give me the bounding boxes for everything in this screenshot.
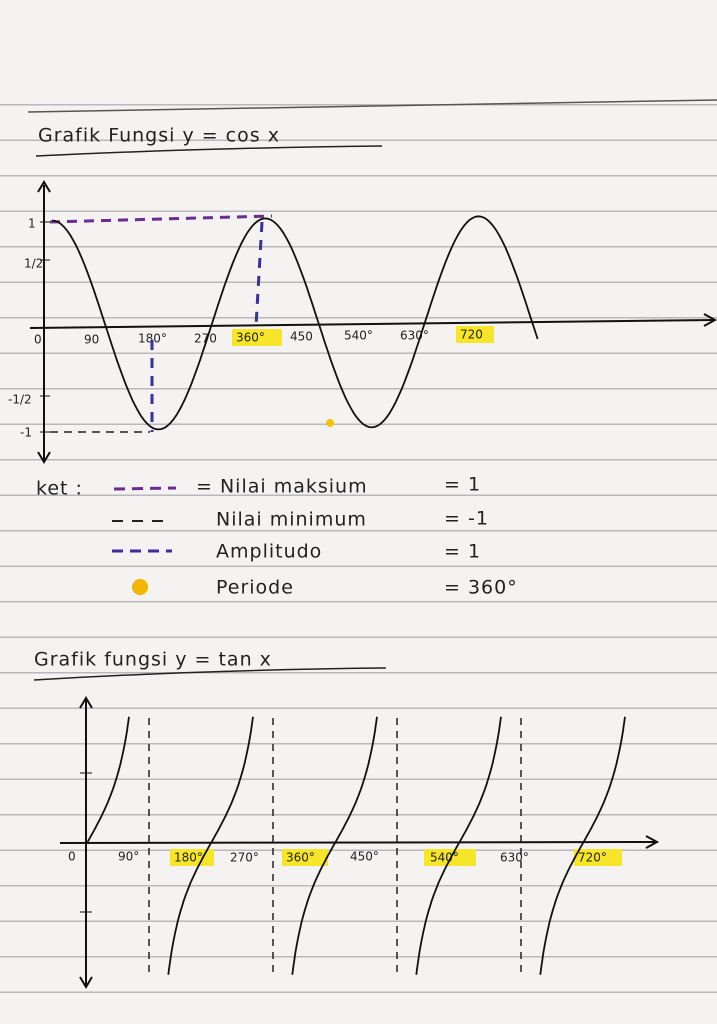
underline: [33, 667, 387, 681]
x-tick-label: 540°: [430, 851, 459, 865]
x-tick-label: 180°: [174, 851, 203, 865]
legend-label: Nilai minimum: [216, 509, 367, 531]
title: Grafik Fungsi y = cos x: [38, 125, 280, 147]
underline: [35, 145, 383, 157]
top-rule: [27, 99, 717, 113]
cos-curve: [51, 215, 539, 431]
legend-key: [113, 486, 177, 491]
highlight: [574, 849, 622, 866]
highlight: [282, 849, 328, 866]
x-tick-label: 270°: [230, 851, 259, 865]
highlight: [170, 849, 214, 866]
y-tick-label: 1: [28, 217, 36, 231]
legend-value: = -1: [444, 508, 489, 530]
x-tick-label: 0: [34, 333, 42, 347]
dot: [326, 419, 334, 427]
x-tick-label: 450°: [350, 850, 379, 864]
x-axis: [29, 319, 715, 329]
highlight: [232, 329, 282, 346]
x-tick-label: 90: [84, 333, 99, 347]
legend-value: = 360°: [444, 577, 518, 599]
x-axis: [59, 841, 657, 844]
arrow: [37, 451, 51, 464]
x-tick-label: 90°: [118, 850, 139, 864]
title: Grafik fungsi y = tan x: [34, 649, 272, 671]
x-tick-label: 0: [68, 850, 76, 864]
y-tick-label: -1: [20, 426, 32, 440]
legend-label: Periode: [216, 577, 294, 599]
x-tick-label: 360°: [236, 331, 265, 345]
legend-key: [132, 579, 148, 595]
y-tick-label: -1/2: [8, 393, 32, 407]
legend-label: = Nilai maksium: [196, 476, 368, 498]
legend-value: = 1: [444, 474, 481, 496]
arrow: [703, 313, 717, 327]
arrow: [79, 976, 93, 989]
x-tick-label: 450: [290, 330, 313, 344]
max-line: [49, 214, 273, 224]
x-tick-label: 720: [460, 328, 483, 342]
arrow: [79, 696, 93, 709]
amplitude-line: [254, 221, 264, 327]
x-tick-label: 540°: [344, 329, 373, 343]
legend-value: = 1: [444, 541, 481, 563]
y-tick-label: 1/2: [24, 257, 43, 271]
x-tick-label: 720°: [578, 851, 607, 865]
asymptotes: [148, 718, 522, 978]
arrow: [645, 835, 660, 849]
legend-label: Amplitudo: [216, 541, 322, 563]
tan-curve: [86, 716, 626, 975]
paper-top: [0, 0, 717, 92]
x-tick-label: 630°: [500, 851, 529, 865]
legend-heading: ket :: [36, 478, 83, 500]
highlight: [456, 326, 494, 343]
x-tick-label: 630°: [400, 329, 429, 343]
x-tick-label: 360°: [286, 851, 315, 865]
arrow: [37, 180, 51, 193]
x-tick-label: 270: [194, 332, 217, 346]
x-tick-label: 180°: [138, 332, 167, 346]
